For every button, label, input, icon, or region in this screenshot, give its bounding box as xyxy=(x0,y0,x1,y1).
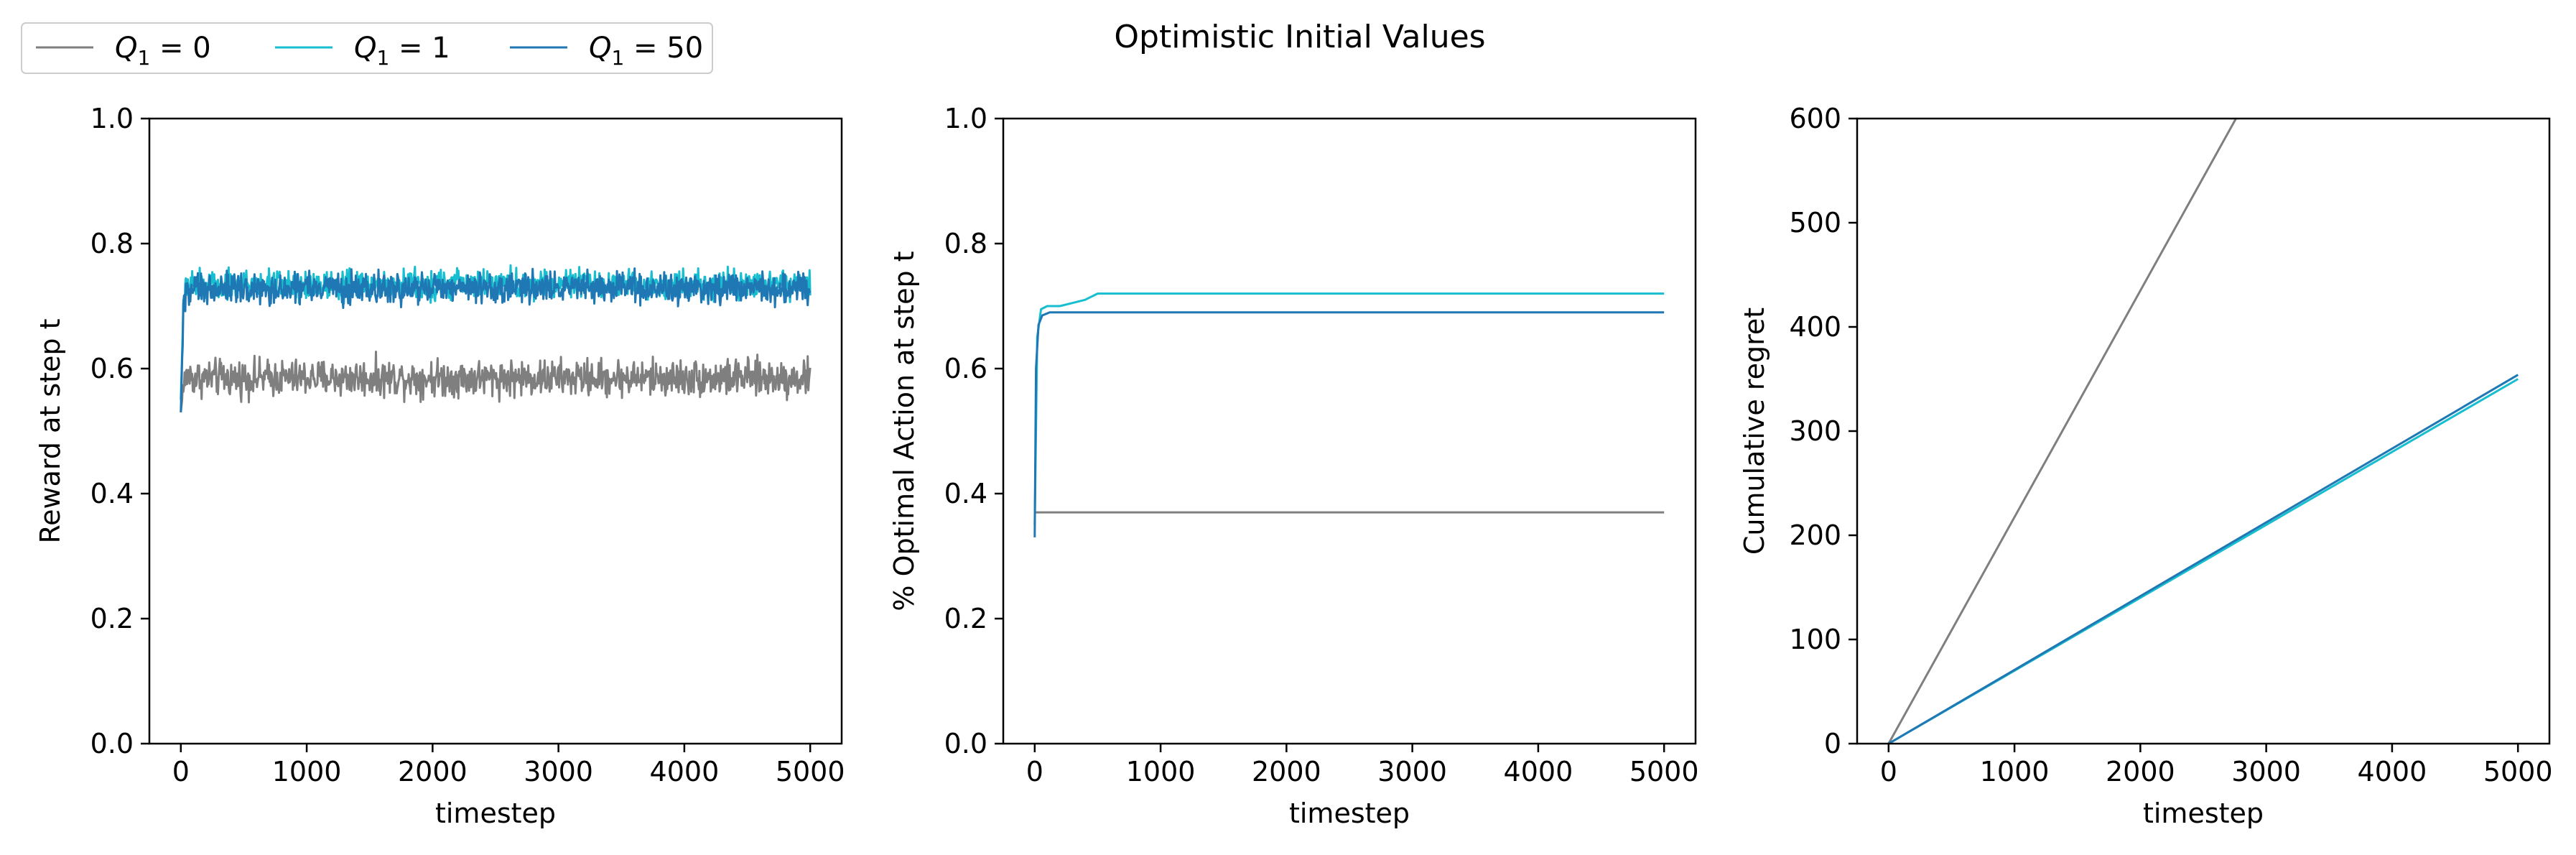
x-axis-label: timestep xyxy=(2143,798,2264,829)
subplot-reward: 0 1000 2000 3000 4000 5000 0.0 0.2 0.4 0.6 0.8 1.0 t… xyxy=(34,103,845,829)
y-tick-label: 0.4 xyxy=(944,478,987,509)
x-tick-label: 4000 xyxy=(1504,756,1573,787)
series-line-2 xyxy=(1888,374,2519,744)
x-tick-label: 3000 xyxy=(524,756,593,787)
y-tick-label: 0.2 xyxy=(90,603,134,634)
x-tick-label: 2000 xyxy=(398,756,468,787)
y-tick-label: 0 xyxy=(1824,728,1841,759)
series-line-0 xyxy=(1887,119,2238,744)
figure-title: Optimistic Initial Values xyxy=(1114,19,1485,55)
y-tick-label: 0.0 xyxy=(90,728,134,759)
x-tick-label: 3000 xyxy=(1377,756,1447,787)
x-tick-label: 0 xyxy=(1026,756,1043,787)
legend: Q1 = 0 Q1 = 1 Q1 = 50 xyxy=(21,22,713,74)
y-tick-label: 1.0 xyxy=(90,103,134,134)
axes-frame xyxy=(1002,117,1697,745)
axes-frame xyxy=(148,117,843,745)
series-line-2 xyxy=(1033,311,1665,537)
y-tick-label: 1.0 xyxy=(944,103,987,134)
x-tick-label: 4000 xyxy=(2358,756,2427,787)
subplot-optimal-action: 0 1000 2000 3000 4000 5000 0.0 0.2 0.4 0.6 0.8 1.0 t… xyxy=(888,103,1699,829)
series-line-2 xyxy=(180,267,812,412)
x-tick-label: 0 xyxy=(1880,756,1897,787)
legend-frame xyxy=(21,22,713,74)
y-tick-label: 600 xyxy=(1789,103,1841,134)
y-tick-label: 0.0 xyxy=(944,728,987,759)
legend-label-2: Q1 = 50 xyxy=(589,32,703,70)
x-tick-label: 3000 xyxy=(2231,756,2301,787)
subplot-cumulative-regret: 0 1000 2000 3000 4000 5000 0 100 200 300 400 500 600… xyxy=(1739,103,2553,829)
y-tick-label: 0.6 xyxy=(944,353,987,384)
x-axis-label: timestep xyxy=(435,798,556,829)
x-axis-label: timestep xyxy=(1289,798,1410,829)
x-tick-label: 4000 xyxy=(650,756,720,787)
y-axis-label: Cumulative regret xyxy=(1739,308,1770,555)
x-tick-label: 0 xyxy=(172,756,190,787)
x-tick-label: 1000 xyxy=(1980,756,2050,787)
x-tick-label: 1000 xyxy=(272,756,342,787)
y-tick-label: 200 xyxy=(1789,519,1841,551)
y-tick-label: 400 xyxy=(1789,311,1841,343)
x-tick-label: 5000 xyxy=(2483,756,2553,787)
y-tick-label: 0.6 xyxy=(90,353,134,384)
series-line-0 xyxy=(180,351,812,413)
y-tick-label: 500 xyxy=(1789,207,1841,239)
y-tick-label: 300 xyxy=(1789,415,1841,447)
x-tick-label: 1000 xyxy=(1126,756,1196,787)
y-tick-label: 0.4 xyxy=(90,478,134,509)
x-tick-label: 5000 xyxy=(1629,756,1699,787)
x-tick-label: 2000 xyxy=(2106,756,2175,787)
y-tick-label: 0.8 xyxy=(944,228,987,259)
legend-label-1: Q1 = 1 xyxy=(354,32,450,70)
legend-label-0: Q1 = 0 xyxy=(115,32,211,70)
y-tick-label: 0.2 xyxy=(944,603,987,634)
x-tick-label: 5000 xyxy=(776,756,845,787)
y-tick-label: 0.8 xyxy=(90,228,134,259)
y-axis-label: % Optimal Action at step t xyxy=(888,251,920,611)
y-tick-label: 100 xyxy=(1789,624,1841,655)
x-tick-label: 2000 xyxy=(1252,756,1321,787)
y-axis-label: Reward at step t xyxy=(34,318,66,543)
